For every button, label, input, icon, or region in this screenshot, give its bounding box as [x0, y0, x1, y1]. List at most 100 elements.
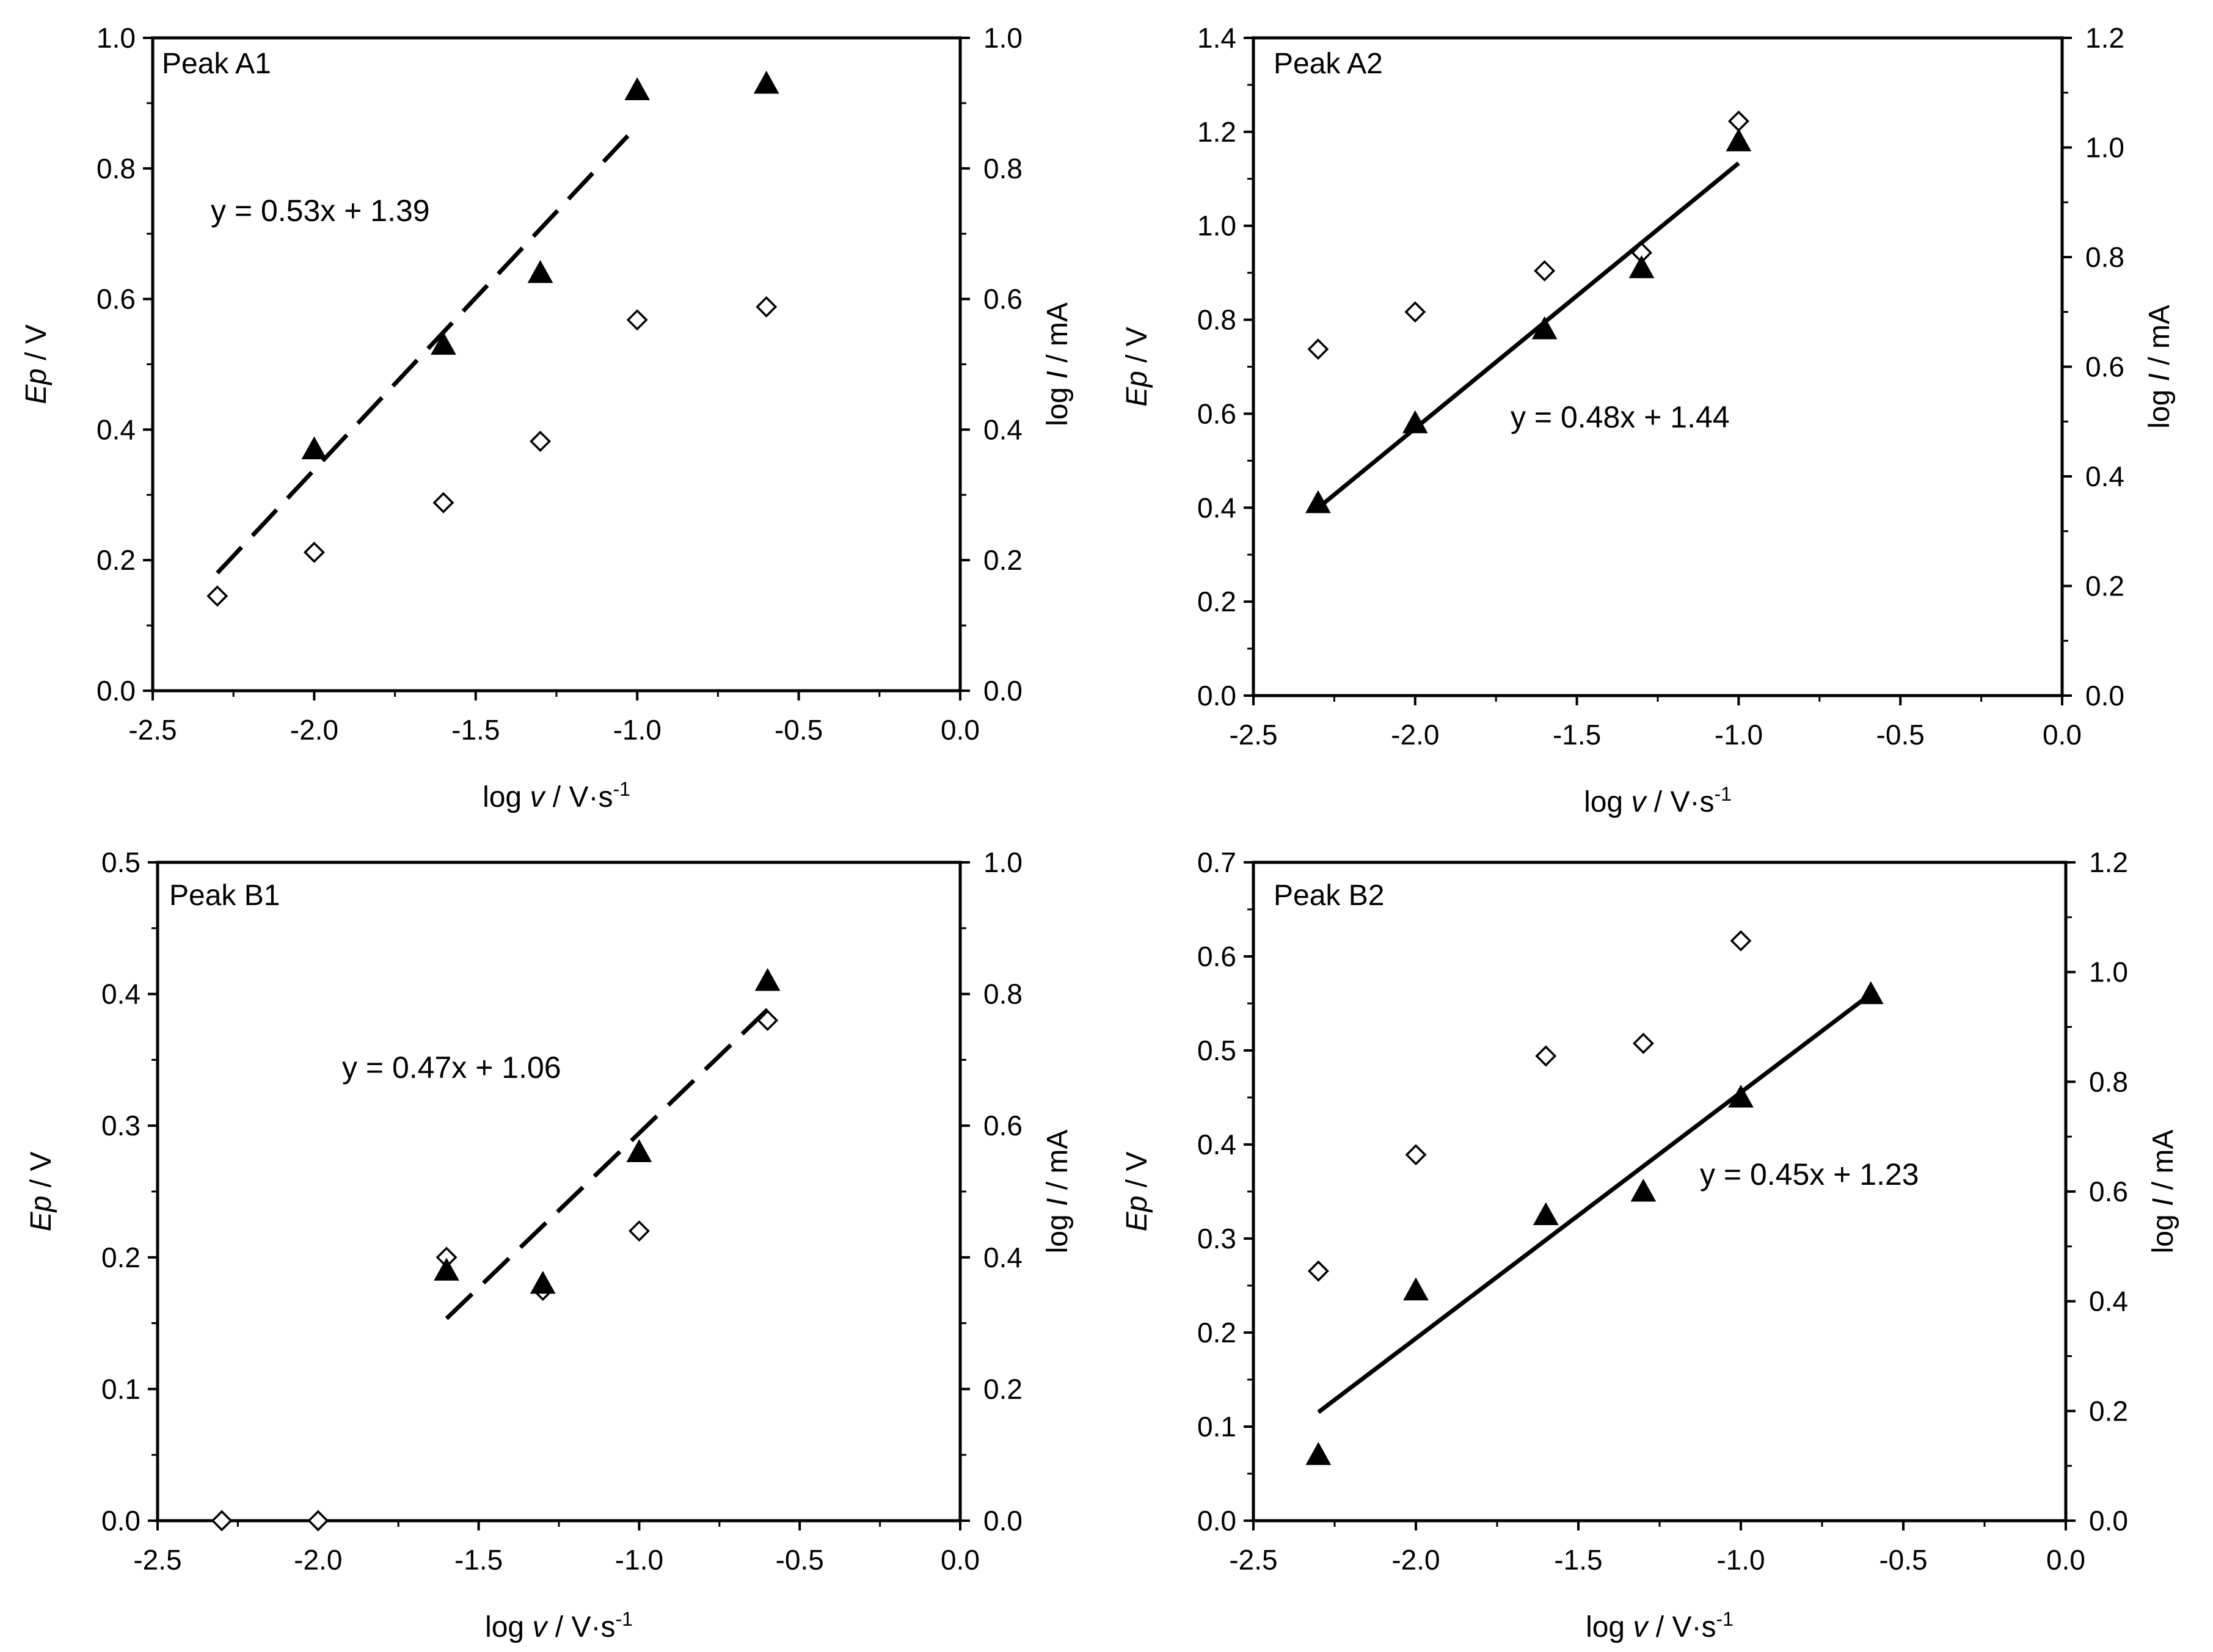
x-tick-label: -1.5 [451, 714, 500, 746]
y-right-tick-label: 0.0 [2085, 680, 2124, 711]
y-right-tick-label: 0.2 [2089, 1395, 2128, 1427]
plot-frame [1252, 36, 2064, 697]
ep-point [1726, 128, 1752, 151]
x-tick-label: -1.5 [454, 1544, 503, 1576]
y-right-tick-label: 1.2 [2085, 22, 2124, 54]
chart-panel-2: -2.5 -2.0 -1.5 -1.0 -0.5 0.00.00.20.40.60.81.… [1121, 22, 2176, 818]
y-right-tick-label: 0.4 [983, 1242, 1023, 1273]
x-tick-label: -2.0 [1391, 719, 1439, 751]
y-left-tick-label: 0.2 [1197, 1317, 1236, 1348]
logI-point [1534, 260, 1556, 282]
logI-point [757, 1010, 779, 1032]
x-tick-label: 0.0 [2043, 719, 2082, 751]
logI-point [1535, 1045, 1557, 1067]
y-left-tick-label: 1.0 [97, 22, 136, 54]
x-axis-label: log v / V·s-1 [1586, 1608, 1734, 1643]
y-left-tick-label: 0.4 [1197, 492, 1236, 523]
y-left-tick-label: 1.4 [1197, 22, 1236, 54]
ep-point [434, 1257, 459, 1281]
y-right-tick-label: 0.2 [983, 544, 1023, 576]
y-left-tick-label: 0.6 [1197, 941, 1236, 972]
y-right-tick-label: 0.4 [2089, 1286, 2128, 1317]
y-left-axis-label: Ep / V [1121, 327, 1153, 407]
ep-point [1531, 316, 1558, 340]
logI-point [1307, 1260, 1329, 1282]
plot-frame [156, 861, 962, 1523]
y-left-tick-label: 0.4 [97, 413, 136, 445]
ep-point [527, 260, 553, 283]
y-right-tick-label: 0.6 [983, 1110, 1023, 1141]
y-left-tick-label: 0.2 [97, 544, 136, 576]
logI-point [1405, 1144, 1427, 1166]
logI-point [626, 309, 648, 331]
y-left-tick-label: 0.6 [1197, 398, 1236, 429]
y-right-tick-label: 0.2 [983, 1373, 1023, 1405]
y-right-tick-label: 0.2 [2085, 570, 2124, 602]
y-left-axis-label: Ep / V [1121, 1152, 1153, 1232]
y-right-tick-label: 1.0 [983, 22, 1023, 54]
ep-point [1728, 1084, 1754, 1108]
fit-line [445, 1008, 770, 1320]
x-tick-label: -2.0 [290, 714, 338, 746]
y-right-axis-label: log I / mA [1041, 302, 1074, 426]
y-left-tick-label: 0.8 [1197, 304, 1236, 336]
x-tick-label: -2.5 [128, 714, 177, 746]
y-left-tick-label: 0.0 [1197, 680, 1236, 711]
fit-equation: y = 0.47x + 1.06 [342, 1050, 561, 1085]
x-tick-label: -2.0 [1391, 1544, 1440, 1576]
y-left-axis-label: Ep / V [20, 324, 53, 404]
logI-point [1404, 301, 1426, 323]
y-right-tick-label: 0.4 [2085, 460, 2124, 492]
ep-point [1628, 255, 1655, 278]
ep-point [626, 1139, 652, 1162]
y-left-tick-label: 0.3 [1197, 1223, 1236, 1254]
chart-panel-3: -2.5 -2.0 -1.5 -1.0 -0.5 0.00.00.10.20.30.40.… [25, 846, 1074, 1643]
x-tick-label: -0.5 [1876, 719, 1925, 751]
x-axis-label: log v / V·s-1 [485, 1608, 633, 1643]
y-right-tick-label: 0.8 [2085, 241, 2124, 273]
x-axis-label: log v / V·s-1 [1584, 783, 1732, 818]
logI-point [1730, 930, 1752, 952]
ep-point [1305, 490, 1331, 514]
ep-point [530, 1270, 556, 1294]
x-tick-label: -1.0 [1716, 1544, 1765, 1576]
panel-title: Peak B2 [1274, 879, 1384, 912]
y-right-tick-label: 0.0 [983, 1505, 1023, 1537]
y-left-tick-label: 1.0 [1197, 210, 1236, 242]
x-axis-label: log v / V·s-1 [483, 778, 630, 813]
fit-equation: y = 0.45x + 1.23 [1700, 1157, 1919, 1192]
fit-equation: y = 0.53x + 1.39 [211, 194, 430, 228]
y-right-axis-label: log I / mA [2147, 1130, 2179, 1254]
logI-point [307, 1510, 329, 1532]
x-tick-label: 0.0 [941, 714, 980, 746]
fit-line [216, 124, 639, 575]
logI-point [1727, 110, 1749, 132]
y-left-tick-label: 0.3 [101, 1110, 140, 1141]
y-right-tick-label: 0.6 [2089, 1176, 2128, 1207]
x-tick-label: -2.5 [1229, 719, 1277, 751]
y-left-tick-label: 0.0 [97, 675, 136, 707]
y-left-tick-label: 0.7 [1197, 846, 1236, 878]
y-right-axis-label: log I / mA [2143, 305, 2176, 429]
ep-point [1858, 981, 1884, 1005]
y-left-tick-label: 0.5 [101, 846, 140, 878]
y-left-tick-label: 0.2 [1197, 586, 1236, 617]
x-tick-label: 0.0 [2046, 1544, 2085, 1576]
x-tick-label: -1.0 [1715, 719, 1763, 751]
y-right-axis-label: log I / mA [1041, 1130, 1074, 1254]
x-tick-label: -1.0 [615, 1544, 663, 1576]
logI-point [1307, 338, 1329, 360]
x-tick-label: -0.5 [775, 714, 823, 746]
y-right-tick-label: 0.0 [983, 675, 1023, 707]
y-right-tick-label: 1.2 [2089, 846, 2128, 878]
fit-line [1317, 992, 1872, 1414]
x-tick-label: 0.0 [941, 1544, 980, 1576]
y-left-axis-label: Ep / V [25, 1152, 57, 1232]
panel-title: Peak A1 [162, 48, 271, 80]
y-right-tick-label: 0.8 [983, 978, 1023, 1010]
logI-point [1632, 1032, 1654, 1054]
y-left-tick-label: 0.4 [101, 978, 140, 1010]
logI-point [206, 585, 228, 607]
ep-point [754, 968, 781, 991]
y-left-tick-label: 0.4 [1197, 1129, 1236, 1160]
